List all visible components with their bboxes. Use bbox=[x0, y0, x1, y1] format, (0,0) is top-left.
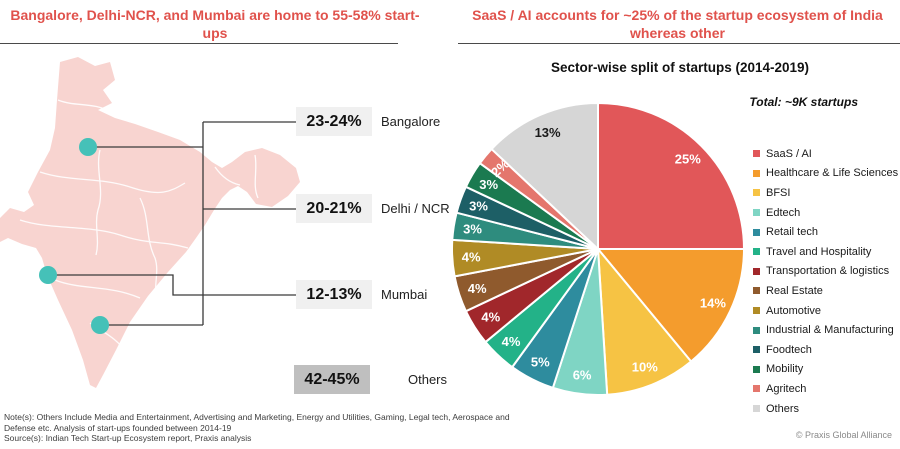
legend-label: Automotive bbox=[766, 304, 822, 317]
callout-mumbai: 12-13% Mumbai bbox=[296, 280, 427, 309]
legend-label: Industrial & Manufacturing bbox=[766, 324, 894, 337]
legend-swatch-icon bbox=[753, 346, 760, 354]
pie-slice-value-label-foodtech: 3% bbox=[469, 199, 488, 214]
legend-label: Mobility bbox=[766, 363, 804, 376]
legend-item-retail-tech: Retail tech bbox=[753, 222, 900, 242]
callout-delhi-ncr: 20-21% Delhi / NCR bbox=[296, 194, 450, 223]
city-label-mumbai: Mumbai bbox=[381, 287, 428, 302]
pie-slice-others bbox=[490, 102, 599, 250]
pie-slice-value-label-mobility: 3% bbox=[479, 177, 498, 192]
legend-swatch-icon bbox=[753, 209, 760, 217]
legend-item-healthcare-life-sciences: Healthcare & Life Sciences bbox=[753, 164, 900, 184]
legend-label: Healthcare & Life Sciences bbox=[766, 167, 899, 180]
legend-swatch-icon bbox=[753, 267, 760, 275]
callout-connector-lines bbox=[48, 121, 296, 326]
pie-slice-value-label-edtech: 6% bbox=[573, 368, 592, 383]
pie-legend: SaaS / AI Healthcare & Life Sciences BFSI E… bbox=[753, 144, 900, 418]
pie-slice-value-label-transportation-logistics: 4% bbox=[481, 310, 500, 325]
city-dot-mumbai bbox=[39, 266, 57, 284]
legend-label: Transportation & logistics bbox=[766, 265, 890, 278]
legend-label: BFSI bbox=[766, 186, 791, 199]
legend-item-bfsi: BFSI bbox=[753, 183, 900, 203]
footnotes: Note(s): Others Include Media and Entert… bbox=[4, 412, 510, 444]
legend-label: SaaS / AI bbox=[766, 147, 812, 160]
legend-swatch-icon bbox=[753, 169, 760, 177]
legend-swatch-icon bbox=[753, 248, 760, 256]
percent-box-delhi-ncr: 20-21% bbox=[296, 194, 372, 223]
legend-label: Edtech bbox=[766, 206, 801, 219]
india-map bbox=[0, 57, 300, 388]
city-dot-delhi-ncr bbox=[79, 138, 97, 156]
right-title-underline bbox=[458, 43, 900, 44]
percent-box-bangalore: 23-24% bbox=[296, 107, 372, 136]
city-label-delhi-ncr: Delhi / NCR bbox=[381, 201, 450, 216]
city-label-others: Others bbox=[408, 372, 448, 387]
legend-item-edtech: Edtech bbox=[753, 203, 900, 223]
pie-slice-healthcare-life-sciences bbox=[597, 248, 745, 363]
legend-swatch-icon bbox=[753, 405, 760, 413]
legend-swatch-icon bbox=[753, 287, 760, 295]
note-line-2: Defense etc. Analysis of start-ups found… bbox=[4, 422, 232, 433]
legend-swatch-icon bbox=[753, 385, 760, 393]
legend-item-industrial-manufacturing: Industrial & Manufacturing bbox=[753, 320, 900, 340]
legend-swatch-icon bbox=[753, 326, 760, 334]
left-panel-title: Bangalore, Delhi-NCR, and Mumbai are hom… bbox=[10, 7, 420, 41]
callout-others: 42-45% Others bbox=[294, 365, 447, 394]
chart-total-annotation: Total: ~9K startups bbox=[749, 95, 858, 109]
pie-slice-bfsi bbox=[597, 248, 693, 396]
legend-item-mobility: Mobility bbox=[753, 360, 900, 380]
percent-box-others: 42-45% bbox=[294, 365, 370, 394]
legend-item-agritech: Agritech bbox=[753, 379, 900, 399]
legend-label: Foodtech bbox=[766, 343, 812, 356]
sector-pie-chart: 25%14%10%6%5%4%4%4%4%3%3%3%2%13% bbox=[451, 102, 745, 396]
legend-item-others: Others bbox=[753, 399, 900, 419]
pie-slice-value-label-travel-and-hospitality: 4% bbox=[502, 334, 521, 349]
legend-item-real-estate: Real Estate bbox=[753, 281, 900, 301]
copyright-notice: © Praxis Global Alliance bbox=[795, 430, 892, 440]
note-line-1: Note(s): Others Include Media and Entert… bbox=[4, 412, 510, 422]
legend-swatch-icon bbox=[753, 307, 760, 315]
percent-box-mumbai: 12-13% bbox=[296, 280, 372, 309]
legend-swatch-icon bbox=[753, 150, 760, 158]
india-outline bbox=[0, 57, 300, 388]
legend-label: Retail tech bbox=[766, 226, 818, 239]
legend-label: Real Estate bbox=[766, 284, 823, 297]
pie-slice-value-label-saas-ai: 25% bbox=[675, 152, 701, 167]
connector-mumbai bbox=[48, 274, 296, 296]
callout-bangalore: 23-24% Bangalore bbox=[296, 107, 440, 136]
pie-slice-value-label-others: 13% bbox=[535, 125, 561, 140]
right-panel-title: SaaS / AI accounts for ~25% of the start… bbox=[472, 7, 883, 41]
legend-label: Others bbox=[766, 402, 800, 415]
pie-slice-saas-ai bbox=[597, 102, 745, 250]
city-label-bangalore: Bangalore bbox=[381, 114, 441, 129]
legend-label: Travel and Hospitality bbox=[766, 245, 872, 258]
legend-swatch-icon bbox=[753, 189, 760, 197]
city-dot-bangalore bbox=[91, 316, 109, 334]
legend-item-travel-and-hospitality: Travel and Hospitality bbox=[753, 242, 900, 262]
chart-title: Sector-wise split of startups (2014-2019… bbox=[550, 60, 810, 75]
pie-slice-value-label-bfsi: 10% bbox=[632, 360, 658, 375]
pie-slice-value-label-industrial-manufacturing: 3% bbox=[463, 222, 482, 237]
legend-item-saas-ai: SaaS / AI bbox=[753, 144, 900, 164]
legend-swatch-icon bbox=[753, 365, 760, 373]
legend-item-foodtech: Foodtech bbox=[753, 340, 900, 360]
left-title-underline bbox=[0, 43, 398, 44]
pie-slice-value-label-real-estate: 4% bbox=[468, 281, 487, 296]
legend-item-transportation-logistics: Transportation & logistics bbox=[753, 262, 900, 282]
source-line: Source(s): Indian Tech Start-up Ecosyste… bbox=[4, 433, 252, 443]
legend-item-automotive: Automotive bbox=[753, 301, 900, 321]
legend-label: Agritech bbox=[766, 382, 807, 395]
pie-slice-value-label-healthcare-life-sciences: 14% bbox=[700, 296, 726, 311]
pie-slice-value-label-automotive: 4% bbox=[462, 250, 481, 265]
legend-swatch-icon bbox=[753, 228, 760, 236]
pie-slice-value-label-retail-tech: 5% bbox=[531, 355, 550, 370]
